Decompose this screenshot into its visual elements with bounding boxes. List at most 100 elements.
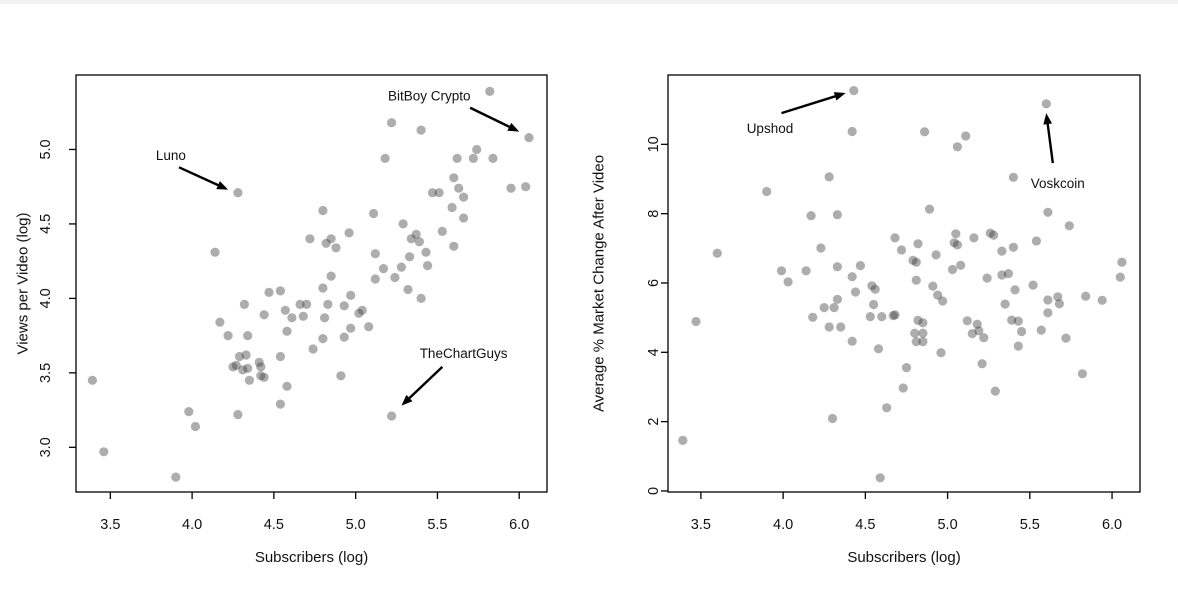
data-point <box>336 371 346 381</box>
annotation-label: Upshod <box>747 121 794 136</box>
annotation-arrow-line <box>781 94 839 115</box>
data-point <box>1117 257 1127 267</box>
x-axis-title: Subscribers (log) <box>847 549 960 566</box>
data-point <box>1043 295 1053 305</box>
annotation-arrow-head <box>401 394 413 406</box>
data-point <box>282 326 292 336</box>
data-point <box>901 363 912 373</box>
data-point <box>259 372 269 382</box>
data-point <box>824 172 834 182</box>
data-point <box>228 362 238 372</box>
data-point <box>326 271 336 281</box>
data-point <box>1007 315 1017 325</box>
data-point <box>1017 326 1027 337</box>
data-point <box>223 331 233 341</box>
data-point <box>318 283 328 293</box>
data-point <box>1041 99 1051 109</box>
data-point <box>305 234 315 244</box>
data-point <box>952 142 962 152</box>
data-point <box>454 183 464 193</box>
data-point <box>908 255 918 265</box>
data-point <box>485 86 495 96</box>
data-point <box>423 261 433 271</box>
data-point <box>808 312 818 322</box>
data-point <box>829 303 839 313</box>
data-point <box>318 334 328 344</box>
scatter-plot-market-change-vs-subscribers: 3.5 4.0 4.5 5.0 5.5 6.0 0 2 4 6 8 10 Subscribers (lo… <box>590 74 1141 566</box>
data-point <box>354 308 364 318</box>
data-point <box>985 228 995 238</box>
data-point <box>416 293 426 303</box>
annotation-arrow-line <box>406 366 444 401</box>
data-point <box>762 186 772 197</box>
data-point <box>275 351 285 362</box>
data-point <box>244 375 254 385</box>
data-point <box>832 262 842 272</box>
data-point <box>877 312 887 322</box>
data-point <box>967 329 977 339</box>
data-point <box>434 188 444 198</box>
data-point <box>776 266 787 276</box>
data-point <box>898 383 908 393</box>
data-point <box>231 360 241 370</box>
data-point <box>1008 172 1018 182</box>
y-tick-label: 10 <box>646 136 662 152</box>
data-point <box>364 322 374 332</box>
data-point <box>370 274 380 284</box>
data-point <box>318 205 328 216</box>
data-point <box>380 153 390 163</box>
data-point <box>712 248 722 258</box>
data-point <box>437 226 447 236</box>
y-tick-label: 2 <box>646 418 662 426</box>
data-point <box>238 365 248 375</box>
data-point <box>210 247 220 257</box>
data-point <box>928 281 938 291</box>
data-point <box>911 337 921 347</box>
data-point <box>783 277 793 287</box>
annotation-label: BitBoy Crypto <box>388 89 471 104</box>
data-point <box>918 318 928 328</box>
data-point <box>264 287 274 297</box>
data-point <box>452 153 462 163</box>
data-point <box>1000 299 1010 309</box>
data-point <box>961 131 971 141</box>
data-point <box>298 311 308 321</box>
data-point <box>184 407 194 417</box>
data-point <box>1053 292 1063 302</box>
data-point <box>890 310 900 320</box>
data-point <box>346 290 356 300</box>
y-tick-label: 6 <box>646 279 662 287</box>
data-point <box>913 239 923 249</box>
data-point <box>849 86 859 96</box>
data-point <box>1036 325 1046 335</box>
data-point <box>997 246 1007 256</box>
data-point <box>280 305 290 315</box>
data-point <box>1054 299 1064 309</box>
data-point <box>357 305 367 315</box>
data-point <box>855 261 865 271</box>
data-point <box>378 264 389 274</box>
x-tick-label: 3.5 <box>691 517 711 533</box>
data-point <box>421 247 431 257</box>
data-point <box>865 312 875 322</box>
data-point <box>913 315 923 325</box>
x-tick-label: 4.0 <box>182 517 202 533</box>
data-point <box>524 133 534 143</box>
data-point <box>275 399 285 409</box>
annotation-label: Luno <box>156 148 186 163</box>
data-point <box>678 435 688 445</box>
data-point <box>256 362 266 372</box>
data-point <box>449 241 459 251</box>
annotation-arrow-line <box>178 166 222 188</box>
data-point <box>1013 316 1023 326</box>
data-point <box>488 153 498 163</box>
data-point <box>938 296 948 306</box>
data-point <box>275 286 285 296</box>
data-point <box>974 326 984 336</box>
data-point <box>920 127 930 137</box>
data-point <box>99 447 109 457</box>
data-point <box>416 125 426 135</box>
data-point <box>989 230 999 240</box>
data-point <box>947 264 958 275</box>
